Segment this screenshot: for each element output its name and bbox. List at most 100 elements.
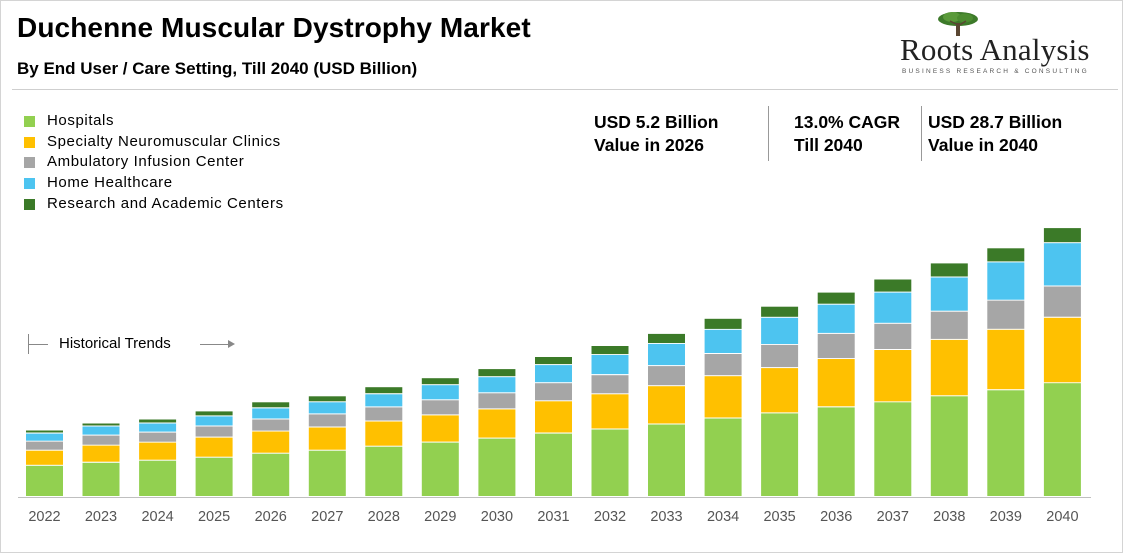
x-tick-label: 2033 [650, 509, 682, 525]
page-subtitle: By End User / Care Setting, Till 2040 (U… [17, 59, 418, 78]
bar-segment-2029-s2 [421, 400, 459, 415]
legend-label: Hospitals [47, 112, 115, 129]
bar-segment-2032-s4 [591, 346, 629, 355]
bar-segment-2040-s4 [1043, 228, 1081, 243]
logo-wordmark: Roots Analysis [900, 32, 1090, 67]
bar-segment-2022-s2 [26, 441, 63, 450]
bar-segment-2038-s1 [930, 339, 968, 396]
x-tick-label: 2025 [198, 509, 230, 525]
bar-segment-2038-s3 [930, 277, 968, 311]
bar-segment-2030-s2 [478, 393, 516, 409]
bar-segment-2033-s1 [648, 386, 685, 424]
bar-segment-2039-s4 [987, 248, 1025, 262]
kpi-value-2040: USD 28.7 Billion Value in 2040 [928, 111, 1062, 157]
bar-segment-2039-s1 [987, 329, 1025, 390]
bar-segment-2025-s1 [195, 437, 233, 457]
bar-segment-2035-s0 [761, 413, 799, 496]
bar-segment-2032-s0 [591, 429, 629, 496]
bar-segment-2032-s3 [591, 355, 629, 375]
bar-segment-2040-s2 [1043, 286, 1081, 317]
bar-segment-2035-s2 [761, 344, 799, 368]
legend-swatch [24, 157, 35, 169]
bar-segment-2037-s1 [874, 350, 912, 402]
legend-swatch [24, 136, 35, 148]
bar-segment-2030-s3 [478, 377, 516, 393]
bar-segment-2031-s3 [535, 365, 572, 383]
bar-segment-2035-s1 [761, 368, 799, 413]
bar-segment-2025-s0 [195, 457, 233, 496]
page-title: Duchenne Muscular Dystrophy Market [17, 12, 531, 43]
bar-segment-2026-s4 [252, 402, 290, 408]
bar-segment-2035-s4 [761, 306, 799, 317]
bar-segment-2023-s1 [82, 445, 120, 462]
x-tick-label: 2035 [763, 509, 795, 525]
x-tick-label: 2034 [707, 509, 739, 525]
bar-segment-2026-s2 [252, 419, 290, 431]
bar-segment-2037-s2 [874, 323, 912, 349]
x-tick-label: 2039 [990, 509, 1022, 525]
bar-segment-2029-s4 [421, 378, 459, 385]
bar-segment-2036-s3 [817, 304, 855, 333]
legend-label: Home Healthcare [47, 174, 173, 192]
logo-tagline: BUSINESS RESEARCH & CONSULTING [902, 68, 1089, 75]
bar-segment-2039-s0 [987, 390, 1025, 496]
bar-segment-2022-s0 [26, 465, 63, 496]
bar-segment-2028-s0 [365, 446, 403, 496]
x-tick-label: 2030 [481, 509, 513, 525]
bar-segment-2034-s0 [704, 418, 742, 496]
bar-segment-2034-s1 [704, 376, 742, 418]
bar-segment-2027-s0 [308, 450, 346, 496]
x-tick-label: 2031 [537, 509, 569, 525]
bar-segment-2028-s1 [365, 421, 403, 446]
bar-segment-2030-s0 [478, 438, 516, 496]
bar-segment-2038-s2 [930, 311, 968, 339]
bar-segment-2024-s2 [139, 432, 177, 442]
bar-segment-2025-s4 [195, 411, 233, 416]
x-tick-label: 2024 [141, 509, 173, 525]
bar-segment-2027-s4 [308, 396, 346, 402]
bar-segment-2026-s3 [252, 408, 290, 419]
bar-segment-2023-s4 [82, 423, 120, 426]
bar-segment-2025-s2 [195, 426, 233, 437]
bar-segment-2040-s0 [1043, 383, 1081, 496]
bar-segment-2040-s3 [1043, 243, 1081, 286]
bar-segment-2028-s2 [365, 407, 403, 421]
bar-segment-2029-s3 [421, 385, 459, 400]
x-tick-label: 2037 [877, 509, 909, 525]
roots-analysis-logo: Roots Analysis BUSINESS RESEARCH & CONSU… [898, 10, 1108, 78]
kpi-value-2026: USD 5.2 Billion Value in 2026 [594, 111, 718, 157]
bar-segment-2031-s4 [535, 357, 572, 365]
bar-segment-2037-s4 [874, 279, 912, 292]
x-tick-label: 2036 [820, 509, 852, 525]
x-tick-label: 2032 [594, 509, 626, 525]
bar-segment-2024-s0 [139, 460, 177, 496]
bar-segment-2031-s1 [535, 401, 572, 433]
bar-segment-2029-s0 [421, 442, 459, 496]
bar-segment-2022-s3 [26, 433, 63, 441]
bar-segment-2031-s2 [535, 383, 572, 401]
x-tick-label: 2022 [28, 509, 60, 525]
bar-segment-2036-s2 [817, 333, 855, 359]
kpi-value: 13.0% CAGR [794, 112, 901, 132]
legend-swatch [24, 116, 35, 127]
bar-segment-2040-s1 [1043, 317, 1081, 383]
x-tick-label: 2026 [255, 509, 287, 525]
kpi-separator [921, 106, 922, 161]
bar-segment-2033-s4 [648, 333, 685, 343]
bar-segment-2028-s3 [365, 394, 403, 407]
bar-segment-2034-s4 [704, 318, 742, 329]
bar-segment-2035-s3 [761, 317, 799, 344]
bar-segment-2033-s2 [648, 366, 685, 386]
x-tick-label: 2027 [311, 509, 343, 525]
bar-segment-2036-s0 [817, 407, 855, 496]
tree-icon [938, 12, 978, 36]
bar-segment-2039-s2 [987, 300, 1025, 329]
bar-segment-2024-s3 [139, 423, 177, 432]
bar-segment-2037-s0 [874, 402, 912, 496]
bar-segment-2038-s0 [930, 396, 968, 496]
bar-segment-2024-s1 [139, 442, 177, 460]
bar-segment-2033-s3 [648, 343, 685, 366]
bar-segment-2022-s4 [26, 430, 63, 433]
x-tick-label: 2038 [933, 509, 965, 525]
